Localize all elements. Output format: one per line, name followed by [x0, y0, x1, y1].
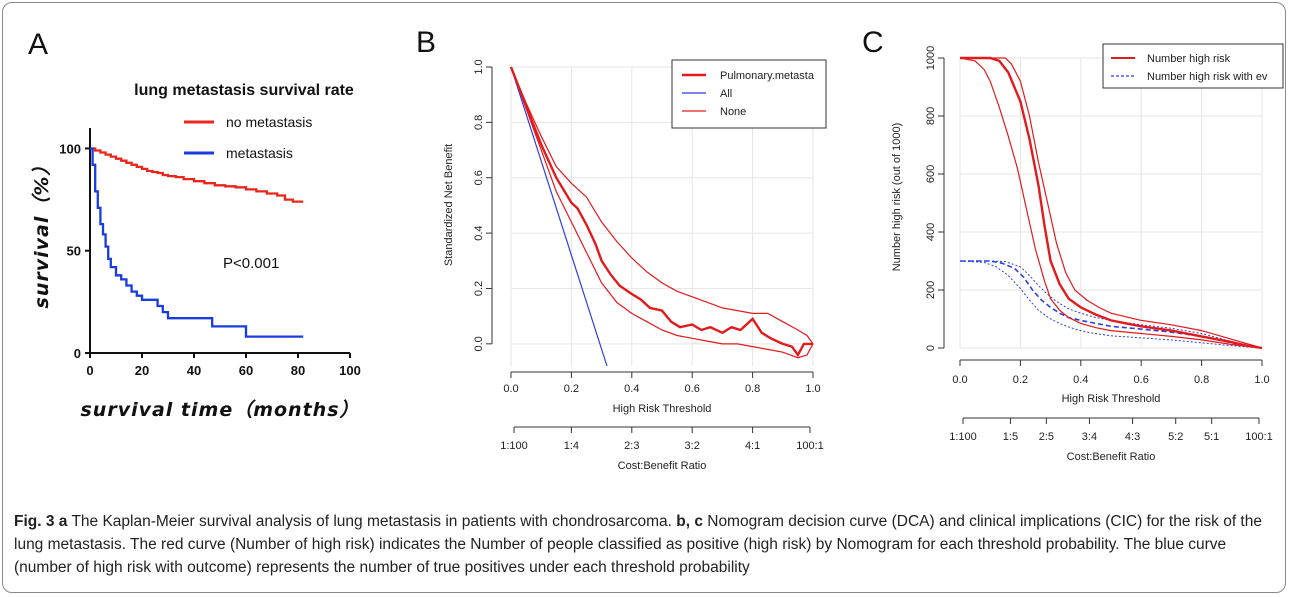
panel-b-xtick-label: 0.4: [624, 383, 639, 395]
panel-a-series-no-metastasis: [90, 147, 304, 203]
panel-b-ytick-label: 1.0: [473, 59, 485, 74]
panel-c-ytick-label: 600: [925, 165, 937, 183]
panel-b-xtick-label: 0.0: [503, 383, 518, 395]
panel-b-ytick-label: 0.2: [473, 281, 485, 296]
panel-b-xtick-label: 0.8: [745, 383, 760, 395]
panel-c-ylabel: Number high risk (out of 1000): [891, 123, 903, 272]
panel-c-letter: C: [862, 26, 884, 59]
panel-a-ytick-label: 50: [67, 244, 81, 259]
panel-a-xtick-label: 80: [291, 363, 305, 378]
panel-c-series-blue-lower: [959, 260, 1263, 349]
panel-c-ytick-label: 200: [925, 281, 937, 299]
panel-b-legend-box: [671, 59, 827, 129]
panel-c-xtick-label: 0.8: [1194, 374, 1209, 386]
panel-c-ytick-label: 0: [925, 345, 937, 351]
panel-a-title: lung metastasis survival rate: [134, 82, 354, 99]
caption-part-bc-text: Nomogram decision curve (DCA) and clinic…: [14, 513, 1262, 576]
panel-b-xtick-label: 0.2: [564, 383, 579, 395]
panel-a-xtick-label: 100: [339, 363, 361, 378]
panel-b-series-ci-upper: [510, 66, 814, 345]
panel-c-cost-benefit-label: 2:5: [1039, 431, 1054, 443]
panel-a-legend-label: metastasis: [226, 145, 293, 161]
panel-c-xtick-label: 0.4: [1073, 374, 1088, 386]
caption-part-bc-letters: b, c: [676, 513, 703, 530]
panel-c-ytick-label: 1000: [925, 46, 937, 70]
panel-a-xlabel: survival time（months）: [80, 399, 359, 421]
panel-b-series-pulmonary-metasta: [509, 66, 813, 358]
panel-c-cost-benefit-label: 4:3: [1125, 431, 1140, 443]
panel-a-ytick-label: 100: [59, 141, 81, 156]
panel-b-letter: B: [416, 26, 436, 59]
panel-b-ytick-label: 0.0: [473, 336, 485, 351]
panel-c-legend-box: [1102, 43, 1284, 89]
panel-b-ytick-label: 0.6: [473, 170, 485, 185]
panel-c-series-number-high-risk: [960, 56, 1263, 350]
panel-b-ytick-label: 0.4: [473, 225, 485, 240]
panel-b-xtick-label: 1.0: [805, 383, 820, 395]
panel-a-xtick-label: 40: [187, 363, 201, 378]
figure-caption: Fig. 3 a The Kaplan-Meier survival analy…: [14, 510, 1276, 579]
panel-c-xtick-label: 0.6: [1134, 374, 1149, 386]
panel-c-cost-benefit-label: 5:2: [1168, 431, 1183, 443]
panel-c-ytick-label: 400: [925, 223, 937, 241]
panel-b-plot: 0.0 0.2 0.4 0.6 0.8 1.0 0.0 0.2 0.4 0.6 0.8 1.0 1:10…: [473, 59, 827, 452]
panel-c-plot: 0 200 400 600 800 1000 0.0 0.2 0.4 0.6 0.8 1.0 1:100…: [925, 43, 1284, 443]
panel-c-cost-benefit-label: 1:5: [1003, 431, 1018, 443]
panel-b-xlabel2: Cost:Benefit Ratio: [618, 460, 707, 472]
panel-b-xlabel: High Risk Threshold: [613, 403, 712, 415]
panel-c-series-blue-upper: [960, 260, 1263, 349]
panel-a-ylabel: survival（%）: [31, 156, 53, 309]
panel-b-cost-benefit-label: 100:1: [796, 440, 824, 452]
panel-a-xtick-label: 60: [239, 363, 253, 378]
panel-b-cost-benefit-label: 4:1: [745, 440, 760, 452]
panel-c-xlabel2: Cost:Benefit Ratio: [1067, 451, 1156, 463]
panel-c-xlabel: High Risk Threshold: [1062, 393, 1161, 405]
panel-c-cost-benefit-label: 3:4: [1082, 431, 1097, 443]
panel-c-legend-label: Number high risk with ev: [1147, 71, 1268, 83]
panel-c-ytick-label: 800: [925, 107, 937, 125]
panel-a-legend-label: no metastasis: [226, 114, 312, 130]
panel-b-cost-benefit-label: 2:3: [624, 440, 639, 452]
panel-b-cost-benefit-label: 1:4: [564, 440, 579, 452]
caption-part-a-text: The Kaplan-Meier survival analysis of lu…: [67, 513, 677, 530]
panel-a-series-metastasis: [90, 147, 304, 338]
panel-b-series-all: [510, 66, 608, 367]
panel-b-series-ci-lower: [510, 66, 814, 359]
panel-c-series-red-upper: [960, 57, 1263, 349]
panel-a-xtick-label: 0: [86, 363, 93, 378]
panel-c-legend-label: Number high risk: [1147, 53, 1231, 65]
panel-b-ytick-label: 0.8: [473, 115, 485, 130]
panel-b-ylabel: Standardized Net Benefit: [443, 144, 455, 266]
panel-b-cost-benefit-label: 3:2: [685, 440, 700, 452]
panel-b-legend-label: All: [720, 88, 732, 100]
panel-b-xtick-label: 0.6: [685, 383, 700, 395]
panel-a-pvalue: P<0.001: [223, 255, 279, 272]
panel-c-xtick-label: 0.2: [1013, 374, 1028, 386]
panel-a-plot: 0 20 40 60 80 100 0 50 100 no metastasis metastasi…: [59, 114, 361, 378]
panel-a-letter: A: [28, 28, 48, 61]
panel-c-xtick-label: 0.0: [952, 374, 967, 386]
panel-c-series-red-lower: [959, 57, 1263, 349]
panel-b-legend-label: None: [720, 106, 746, 118]
panel-c-cost-benefit-label: 100:1: [1245, 431, 1273, 443]
caption-part-a-letter: a: [58, 513, 68, 530]
panel-b-legend-label: Pulmonary.metasta: [720, 70, 815, 82]
panel-c-xtick-label: 1.0: [1254, 374, 1269, 386]
panel-a-ytick-label: 0: [74, 346, 81, 361]
panel-c-cost-benefit-label: 5:1: [1204, 431, 1219, 443]
panel-c-cost-benefit-label: 1:100: [949, 431, 977, 443]
panel-a-xtick-label: 20: [135, 363, 149, 378]
caption-fig-label: Fig. 3: [14, 513, 55, 530]
panel-b-cost-benefit-label: 1:100: [500, 440, 528, 452]
